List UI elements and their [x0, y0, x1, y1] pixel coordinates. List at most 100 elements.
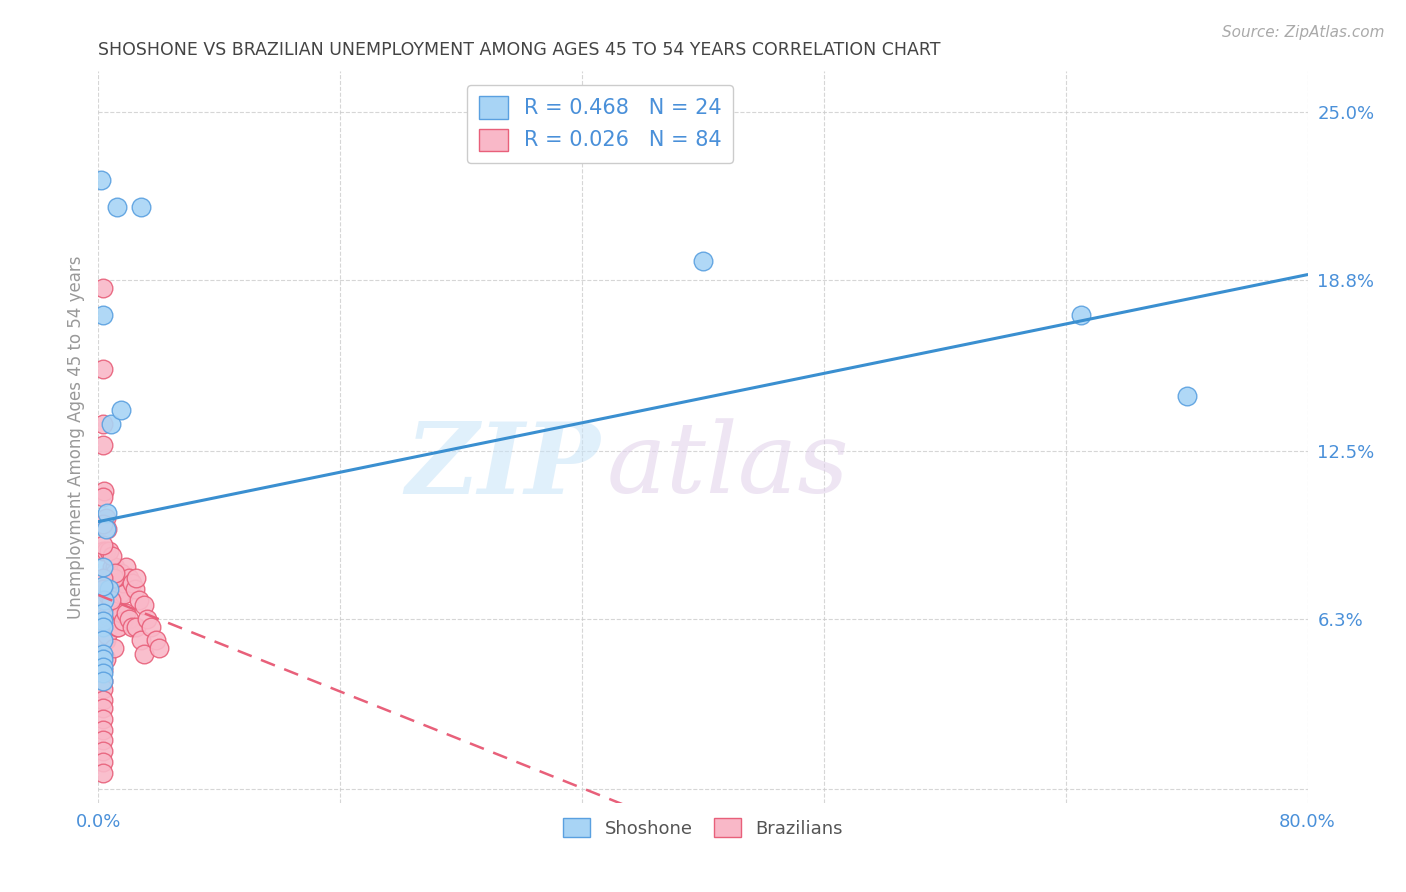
- Point: [105, 582, 128, 596]
- Legend: Shoshone, Brazilians: Shoshone, Brazilians: [555, 811, 851, 845]
- Point: [129, 633, 152, 648]
- Point: [105, 200, 128, 214]
- Point: [91, 673, 114, 688]
- Point: [91, 636, 114, 650]
- Point: [101, 560, 124, 574]
- Point: [1175, 389, 1198, 403]
- Point: [104, 560, 127, 574]
- Point: [129, 200, 152, 214]
- Point: [125, 571, 148, 585]
- Point: [91, 744, 114, 758]
- Point: [132, 647, 155, 661]
- Point: [96, 628, 118, 642]
- Point: [103, 641, 125, 656]
- Point: [91, 620, 114, 634]
- Point: [91, 417, 114, 431]
- Point: [94, 511, 117, 525]
- Point: [94, 522, 117, 536]
- Point: [98, 544, 121, 558]
- Point: [107, 620, 129, 634]
- Point: [104, 566, 127, 580]
- Point: [90, 172, 112, 186]
- Point: [91, 633, 114, 648]
- Point: [94, 611, 117, 625]
- Point: [124, 582, 146, 596]
- Point: [91, 681, 114, 696]
- Point: [101, 549, 124, 564]
- Point: [96, 587, 118, 601]
- Point: [91, 611, 114, 625]
- Point: [121, 576, 143, 591]
- Point: [132, 598, 155, 612]
- Point: [91, 490, 114, 504]
- Point: [135, 611, 157, 625]
- Point: [96, 522, 118, 536]
- Text: atlas: atlas: [606, 418, 849, 514]
- Point: [118, 611, 141, 625]
- Point: [91, 606, 114, 620]
- Point: [94, 652, 117, 666]
- Point: [103, 611, 125, 625]
- Point: [112, 587, 135, 601]
- Point: [114, 606, 136, 620]
- Point: [110, 403, 132, 417]
- Point: [96, 608, 118, 623]
- Point: [91, 308, 114, 322]
- Point: [91, 673, 114, 688]
- Point: [114, 560, 136, 574]
- Point: [91, 582, 114, 596]
- Point: [91, 281, 114, 295]
- Point: [91, 766, 114, 780]
- Point: [91, 362, 114, 376]
- Point: [91, 701, 114, 715]
- Point: [111, 576, 134, 591]
- Point: [91, 723, 114, 737]
- Point: [94, 633, 117, 648]
- Point: [108, 587, 131, 601]
- Point: [118, 571, 141, 585]
- Point: [91, 560, 114, 574]
- Point: [692, 254, 714, 268]
- Point: [91, 647, 114, 661]
- Point: [128, 592, 150, 607]
- Point: [148, 641, 170, 656]
- Point: [91, 516, 114, 531]
- Point: [100, 566, 122, 580]
- Point: [94, 544, 117, 558]
- Point: [91, 755, 114, 769]
- Point: [91, 660, 114, 674]
- Point: [100, 571, 122, 585]
- Point: [91, 647, 114, 661]
- Point: [141, 620, 163, 634]
- Point: [98, 582, 121, 596]
- Point: [91, 712, 114, 726]
- Point: [91, 538, 114, 552]
- Point: [93, 592, 115, 607]
- Y-axis label: Unemployment Among Ages 45 to 54 years: Unemployment Among Ages 45 to 54 years: [66, 255, 84, 619]
- Point: [93, 484, 115, 499]
- Point: [91, 665, 114, 680]
- Point: [125, 620, 148, 634]
- Point: [91, 693, 114, 707]
- Point: [103, 576, 125, 591]
- Point: [1070, 308, 1092, 322]
- Point: [91, 598, 114, 612]
- Point: [91, 571, 114, 585]
- Point: [91, 628, 114, 642]
- Point: [94, 571, 117, 585]
- Point: [100, 592, 122, 607]
- Point: [107, 576, 129, 591]
- Point: [91, 615, 114, 629]
- Point: [91, 544, 114, 558]
- Point: [91, 733, 114, 747]
- Point: [110, 566, 132, 580]
- Point: [94, 592, 117, 607]
- Point: [105, 620, 128, 634]
- Point: [91, 620, 114, 634]
- Text: Source: ZipAtlas.com: Source: ZipAtlas.com: [1222, 25, 1385, 40]
- Point: [145, 633, 167, 648]
- Point: [111, 615, 134, 629]
- Point: [91, 516, 114, 531]
- Point: [96, 506, 118, 520]
- Point: [91, 663, 114, 677]
